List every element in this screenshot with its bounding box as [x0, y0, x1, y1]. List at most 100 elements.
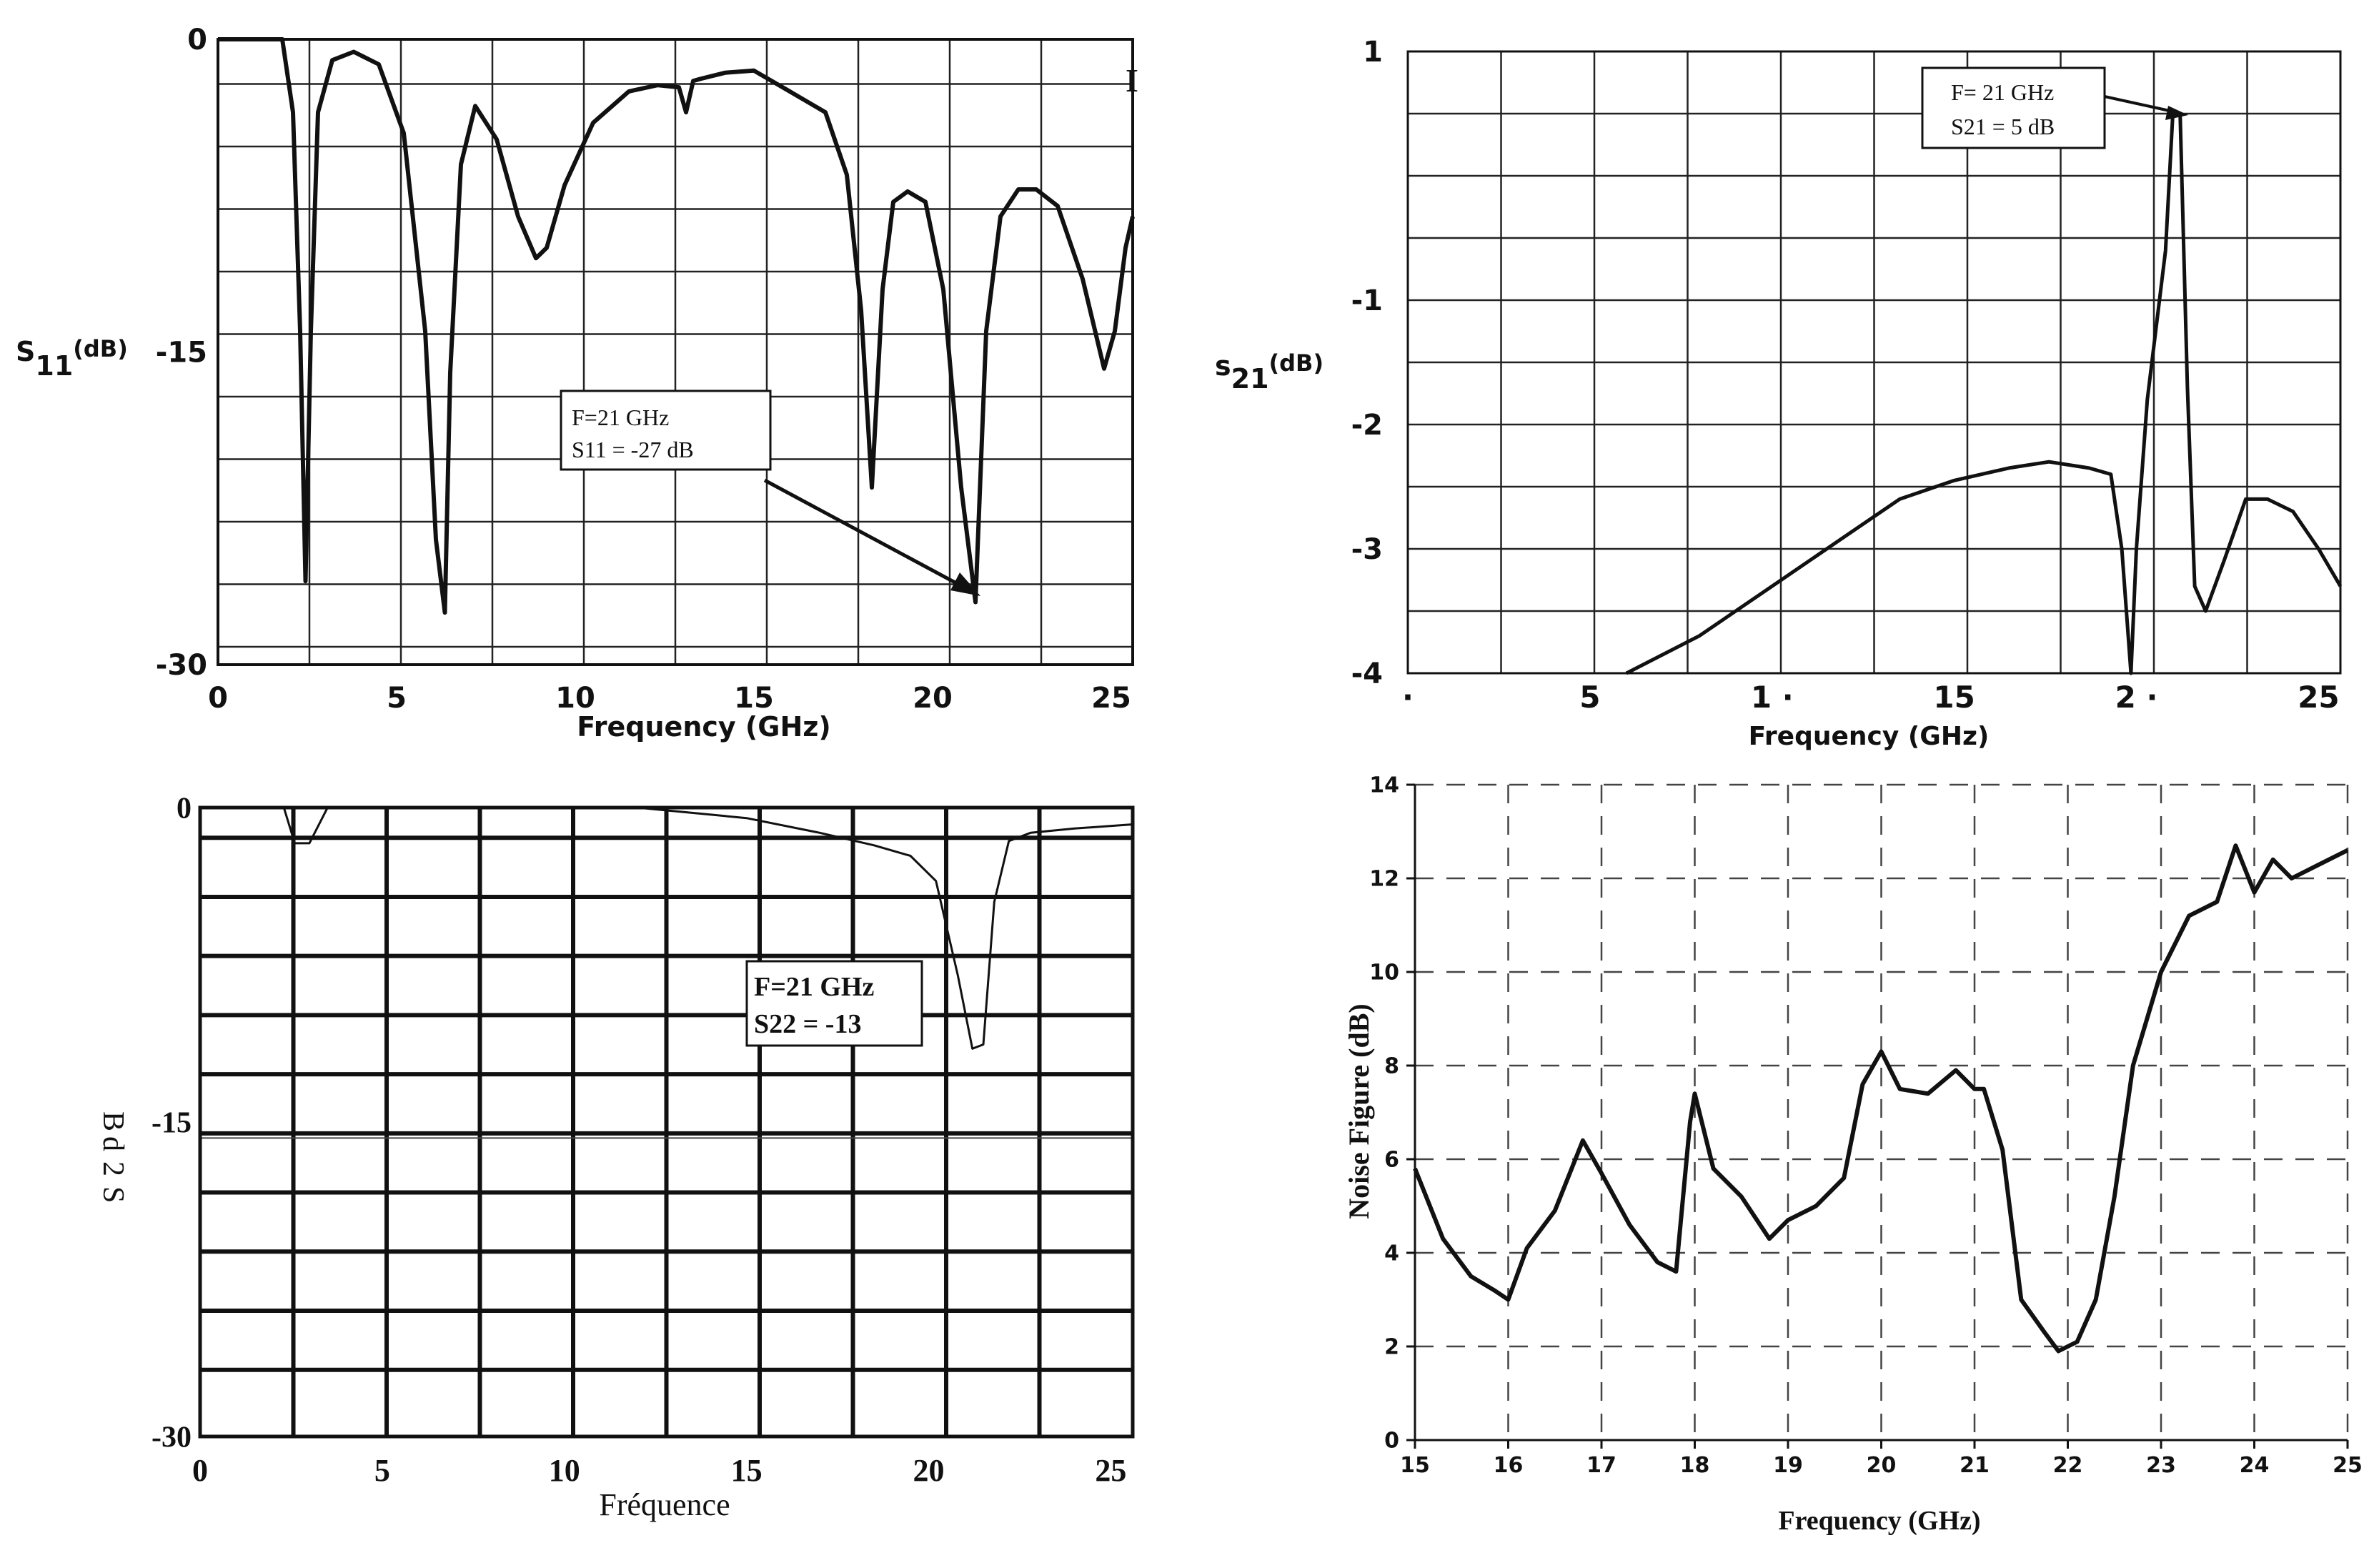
- s22-xtick-label-5: 20: [913, 1453, 945, 1488]
- nf-series-line: [1413, 843, 2349, 1354]
- s21-ticks: · 5 1 · 15 2 · 25 1 -1 -2 -3 -4: [1351, 36, 2340, 715]
- s21-ylabel-unit: (dB): [1269, 349, 1324, 377]
- nf-xtick-label-6: 20: [1867, 1453, 1897, 1478]
- s21-annotation-arrow: [2104, 95, 2177, 114]
- s22-annotation: F=21 GHz S22 = -13: [745, 960, 923, 1047]
- s22-ylabel-glyph-2: d: [96, 1136, 129, 1151]
- s21-xtick-label-1: ·: [1402, 680, 1414, 715]
- s21-series-line: [1625, 111, 2343, 675]
- s22-xtick-label-2: 5: [374, 1453, 390, 1488]
- s11-grid: [218, 39, 1133, 665]
- nf-ytick-label-7: 12: [1369, 867, 1399, 892]
- nf-ytick-label-8: 14: [1369, 773, 1399, 798]
- s21-annotation: F= 21 GHz S21 = 5 dB: [1921, 66, 2188, 149]
- s22-ytick-label-2: -15: [152, 1107, 192, 1140]
- nf-xtick-label-4: 18: [1680, 1453, 1710, 1478]
- s22-ylabel-glyph-3: 2: [96, 1161, 129, 1176]
- s22-series-line: [200, 806, 1133, 1050]
- s11-xlabel: Frequency (GHz): [577, 711, 831, 743]
- nf-xtick-label-8: 22: [2053, 1453, 2083, 1478]
- s21-ylabel: s21(dB): [1215, 349, 1323, 395]
- s11-xtick-label-5: 20: [913, 682, 953, 715]
- s22-xtick-label-1: 0: [192, 1453, 208, 1488]
- s11-ticks: 0 5 10 15 20 25 0 -15 -30: [156, 24, 1131, 715]
- nf-ytick-label-5: 8: [1384, 1054, 1399, 1079]
- s21-ytick-label-5: -4: [1351, 658, 1383, 690]
- nf-xlabel: Frequency (GHz): [1778, 1506, 1980, 1536]
- s11-annotation-arrowhead: [950, 572, 980, 596]
- s22-ticks: 0 5 10 15 20 25 0 -15 -30: [152, 793, 1126, 1488]
- chart-s21: · 5 1 · 15 2 · 25 1 -1 -2 -3 -4 Frequency (GHz) s2…: [1215, 36, 2343, 751]
- nf-xtick-label-3: 17: [1586, 1453, 1616, 1478]
- s21-xtick-label-3: 1 ·: [1751, 680, 1794, 715]
- s22-ylabel: B d 2 S: [96, 1111, 129, 1203]
- s22-xlabel: Fréquence: [599, 1487, 730, 1522]
- s11-xtick-label-3: 10: [555, 682, 595, 715]
- s21-ylabel-main: s: [1215, 350, 1231, 382]
- s11-plot-frame: [217, 38, 1134, 666]
- nf-xtick-label-1: 15: [1400, 1453, 1430, 1478]
- s21-annotation-line-1: F= 21 GHz: [1951, 79, 2054, 105]
- s11-xtick-label-1: 0: [208, 682, 228, 715]
- s11-ylabel-unit: (dB): [73, 335, 128, 362]
- s21-annotation-box: [1921, 66, 2106, 149]
- nf-xtick-label-10: 24: [2240, 1453, 2270, 1478]
- s22-annotation-line-2: S22 = -13: [754, 1009, 861, 1039]
- s21-xlabel: Frequency (GHz): [1749, 722, 1990, 751]
- s21-xtick-label-2: 5: [1579, 680, 1600, 715]
- s22-grid: [200, 808, 1133, 1436]
- chart-s11: 0 5 10 15 20 25 0 -15 -30 I Frequency (GHz) S11(…: [16, 24, 1138, 743]
- nf-xtick-label-5: 19: [1773, 1453, 1803, 1478]
- s22-ytick-label-1: 0: [177, 793, 192, 825]
- s21-ytick-label-3: -2: [1351, 409, 1383, 442]
- nf-xtick-label-2: 16: [1494, 1453, 1524, 1478]
- nf-grid: [1415, 783, 2349, 1440]
- s21-annotation-line-2: S21 = 5 dB: [1951, 114, 2055, 139]
- nf-ylabel: Noise Figure (dB): [1343, 1003, 1375, 1219]
- s21-ytick-label-1: 1: [1363, 36, 1383, 69]
- s11-series-line: [218, 37, 1135, 615]
- s22-ylabel-glyph-4: S: [96, 1186, 129, 1203]
- s22-annotation-line-1: F=21 GHz: [754, 972, 874, 1002]
- s21-xtick-label-4: 15: [1933, 680, 1975, 715]
- s21-grid: [1408, 51, 2340, 673]
- nf-xtick-label-11: 25: [2333, 1453, 2363, 1478]
- nf-ytick-label-1: 0: [1384, 1429, 1399, 1454]
- s22-xtick-label-6: 25: [1095, 1453, 1126, 1488]
- s11-ytick-label-2: -15: [156, 337, 207, 369]
- s11-ylabel-main: S: [16, 336, 35, 367]
- s22-ylabel-glyph-1: B: [96, 1111, 129, 1131]
- s21-ytick-label-2: -1: [1351, 284, 1383, 317]
- s21-xtick-label-6: 25: [2298, 680, 2339, 715]
- nf-ytick-label-3: 4: [1384, 1241, 1399, 1266]
- s22-ytick-label-3: -30: [152, 1421, 192, 1454]
- nf-ytick-label-2: 2: [1384, 1335, 1399, 1360]
- s11-xtick-label-2: 5: [387, 682, 407, 715]
- s11-ylabel-sub: 11: [35, 350, 73, 382]
- s11-annotation: F=21 GHz S11 = -27 dB: [560, 389, 980, 596]
- s22-xtick-label-3: 10: [549, 1453, 580, 1488]
- s11-ytick-label-3: -30: [156, 649, 207, 682]
- s22-annotation-box: [745, 960, 923, 1047]
- s11-annotation-arrow: [763, 478, 970, 592]
- s11-annotation-line-2: S11 = -27 dB: [572, 437, 694, 462]
- s11-ytick-label-1: 0: [187, 24, 207, 56]
- s22-plot-frame: [198, 805, 1135, 1439]
- s21-annotation-arrowhead: [2165, 106, 2188, 120]
- nf-xtick-label-7: 21: [1960, 1453, 1990, 1478]
- s21-ytick-label-4: -3: [1351, 533, 1383, 566]
- s11-stray-mark: I: [1126, 62, 1138, 99]
- chart-s22: 0 5 10 15 20 25 0 -15 -30 Fréquence B d 2 S F=21…: [96, 793, 1135, 1522]
- s11-xtick-label-4: 15: [734, 682, 774, 715]
- s11-annotation-box: [560, 389, 772, 471]
- s11-annotation-line-1: F=21 GHz: [572, 405, 669, 430]
- s21-xtick-label-5: 2 ·: [2115, 680, 2158, 715]
- s11-ylabel: S11(dB): [16, 335, 128, 382]
- s22-xtick-label-4: 15: [731, 1453, 763, 1488]
- s21-ylabel-sub: 21: [1231, 363, 1269, 395]
- nf-ytick-label-6: 10: [1369, 961, 1399, 986]
- s21-plot-frame: [1406, 50, 2342, 675]
